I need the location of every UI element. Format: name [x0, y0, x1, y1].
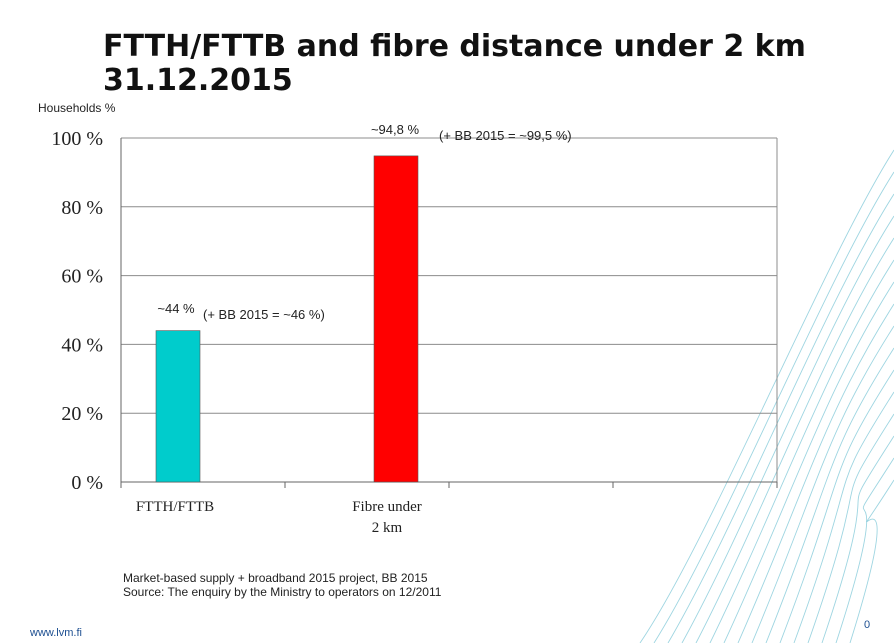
bar-1: [373, 155, 419, 483]
y-tick-label: 20 %: [61, 403, 103, 425]
title-line-2: 31.12.2015: [103, 63, 293, 98]
y-tick-label: 100 %: [51, 128, 103, 150]
title-line-1: FTTH/FTTB and fibre distance under 2 km: [103, 29, 806, 64]
x-category-label: Fibre under: [352, 499, 422, 515]
bar-0: [155, 330, 201, 483]
data-label: ~94,8 %: [371, 122, 420, 137]
source-note: Market-based supply + broadband 2015 pro…: [123, 571, 441, 599]
x-category-label: FTTH/FTTB: [136, 499, 214, 515]
source-note-line-2: Source: The enquiry by the Ministry to o…: [123, 585, 442, 599]
x-category-label: 2 km: [372, 520, 403, 536]
footer-url[interactable]: www.lvm.fi: [30, 627, 82, 639]
page-number: 0: [864, 619, 871, 631]
slide-title: FTTH/FTTB and fibre distance under 2 km …: [103, 30, 863, 98]
y-tick-label: 0 %: [71, 472, 103, 494]
y-tick-label: 80 %: [61, 197, 103, 219]
y-axis-unit-label: Households %: [38, 101, 116, 115]
y-tick-label: 40 %: [61, 334, 103, 356]
data-label: ~44 %: [157, 301, 195, 316]
data-annotation: (+ BB 2015 = ~99,5 %): [439, 128, 572, 143]
y-tick-label: 60 %: [61, 266, 103, 288]
data-annotation: (+ BB 2015 = ~46 %): [203, 307, 325, 322]
source-note-line-1: Market-based supply + broadband 2015 pro…: [123, 571, 428, 585]
